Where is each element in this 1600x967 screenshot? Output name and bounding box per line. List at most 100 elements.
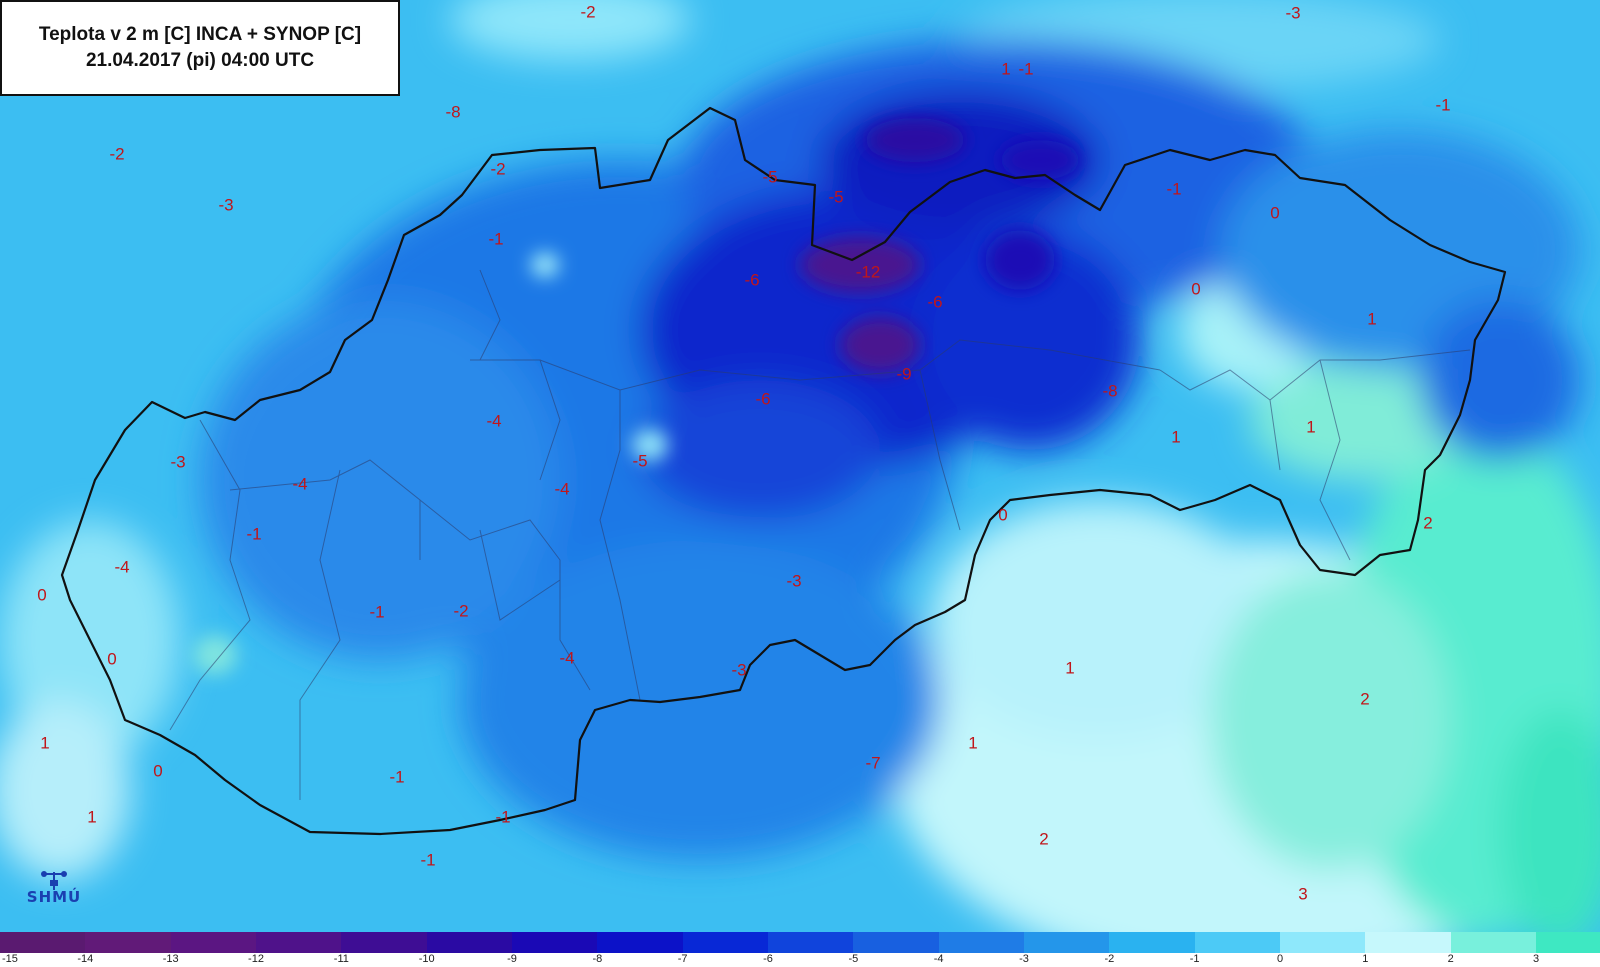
legend-color-cell [1365,932,1451,953]
temperature-label: -1 [488,229,503,248]
legend-tick-label: -11 [333,953,349,965]
temperature-label: -1 [420,850,435,869]
legend-color-cell [768,932,854,953]
legend-color-cell [597,932,683,953]
legend-tick-label: -10 [418,953,435,965]
temperature-label: 1 [968,733,977,752]
legend-color-cell [1280,932,1366,953]
legend-tick-label: -3 [1019,953,1029,965]
legend-color-cell [256,932,342,953]
cold-zone [200,300,560,660]
temperature-label: 0 [1191,279,1200,298]
legend-color-cell [170,932,256,953]
legend-tick-label: -7 [677,953,688,965]
temperature-label: -4 [486,411,501,430]
temperature-label: -1 [1018,59,1033,78]
temperature-label: -1 [1166,179,1181,198]
temperature-label: 2 [1423,513,1432,532]
temperature-label: -7 [865,753,880,772]
temperature-label: 1 [1367,309,1376,328]
legend-color-cell [1024,932,1110,953]
legend-tick-label: -14 [77,953,94,965]
temperature-label: -1 [1435,95,1450,114]
temperature-label: 0 [107,649,116,668]
shmu-logo: SHMÚ [12,868,96,906]
legend-tick-label: -5 [848,953,859,965]
temperature-label: -12 [856,262,881,281]
temperature-label: -3 [731,660,746,679]
temperature-label: 1 [1001,59,1010,78]
temperature-label: 0 [998,505,1007,524]
legend-color-cell [938,932,1024,953]
legend-tick-label: 0 [1276,953,1284,965]
temperature-label: -5 [632,451,647,470]
temperature-label: -1 [495,807,510,826]
warm-spot [531,253,559,277]
slovakia-border [60,106,1507,836]
temperature-label: -4 [292,474,307,493]
warm-spot [193,635,237,675]
temperature-label: -3 [786,571,801,590]
temperature-label: 1 [1306,417,1315,436]
temperature-label: -6 [744,270,759,289]
legend-tick-label: -12 [248,953,264,965]
temperature-label: -4 [554,479,569,498]
legend-tick-label: 1 [1362,953,1369,965]
warm-zone [930,500,1270,740]
mild-zone [450,0,690,60]
legend-color-cell [682,932,768,953]
temperature-label: 3 [1298,884,1307,903]
temperature-label: -2 [109,144,124,163]
cold-zone [1420,300,1580,460]
weather-station-icon [41,871,67,890]
temperature-label: 1 [40,733,49,752]
coldest-spot [985,230,1055,290]
warm-zone [1210,570,1450,870]
temperature-label: -5 [828,187,843,206]
legend-tick-label: -6 [763,953,773,965]
temperature-label: -3 [1285,3,1300,22]
legend-tick-label: -4 [933,953,944,965]
cold-zone [460,540,940,860]
temperature-label: -3 [218,195,233,214]
legend-color-cell [1194,932,1280,953]
legend-color-cell [341,932,427,953]
warm-zone [1500,710,1600,950]
legend-tick-label: -9 [507,953,517,965]
temperature-label: -1 [389,767,404,786]
temperature-label: 2 [1039,829,1048,848]
temperature-label: 1 [1171,427,1180,446]
legend-color-cell [1536,932,1600,953]
legend-color-cell [85,932,171,953]
temperature-label: -4 [114,557,129,576]
temperature-label: -2 [490,159,505,178]
temperature-label: 2 [1360,689,1369,708]
legend-tick-label: -15 [2,953,18,965]
temperature-label: 1 [1065,658,1074,677]
coldest-spot [865,118,965,162]
color-scale-legend: -15 -14 -13 -12 -11 -10 -9 -8 -7 -6 -5 -4 -3 -2 -1 0 1 2 3 [0,932,1600,967]
coldest-spot [1000,140,1080,180]
temperature-label: -6 [927,292,942,311]
temperature-label: 1 [87,807,96,826]
warm-spot [632,429,668,461]
map-title: Teplota v 2 m [C] INCA + SYNOP [C] [38,24,362,45]
legend-tick-label: -13 [162,953,179,965]
temperature-label: -6 [755,389,770,408]
mild-zone [0,700,130,880]
legend-tick-label: 3 [1532,953,1540,965]
logo-text: SHMÚ [26,888,82,906]
warm-zone [1250,360,1470,480]
legend-color-cell [1450,932,1536,953]
temperature-label: -2 [580,2,595,21]
temperature-label: -9 [896,364,911,383]
legend-tick-label: -1 [1189,953,1200,965]
legend-tick-label: 2 [1447,953,1454,965]
temperature-label: -1 [246,524,261,543]
legend-color-cell [0,932,86,953]
temperature-label: 0 [1270,203,1279,222]
temperature-label: -4 [559,648,574,667]
legend-color-cell [512,932,598,953]
